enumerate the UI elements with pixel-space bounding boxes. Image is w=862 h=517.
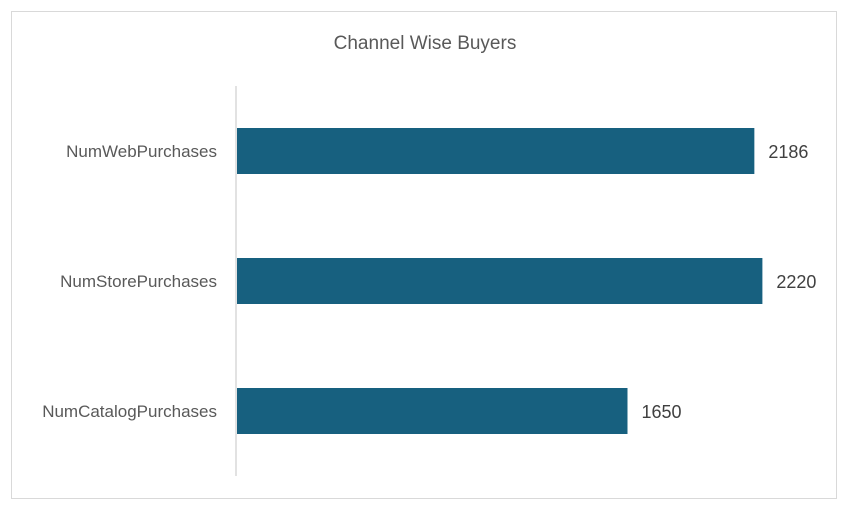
category-label: NumWebPurchases: [66, 142, 217, 161]
chart-title: Channel Wise Buyers: [333, 33, 517, 54]
bar-NumWebPurchases: [237, 128, 755, 174]
value-label: 1650: [642, 402, 682, 422]
category-label: NumStorePurchases: [60, 272, 217, 291]
value-label: 2186: [768, 142, 808, 162]
bars-layer: NumWebPurchases 2186 NumStorePurchases 2220…: [42, 128, 816, 434]
value-label: 2220: [776, 272, 816, 292]
bar-NumCatalogPurchases: [237, 388, 628, 434]
category-label: NumCatalogPurchases: [42, 402, 217, 421]
bar-NumStorePurchases: [237, 258, 763, 304]
